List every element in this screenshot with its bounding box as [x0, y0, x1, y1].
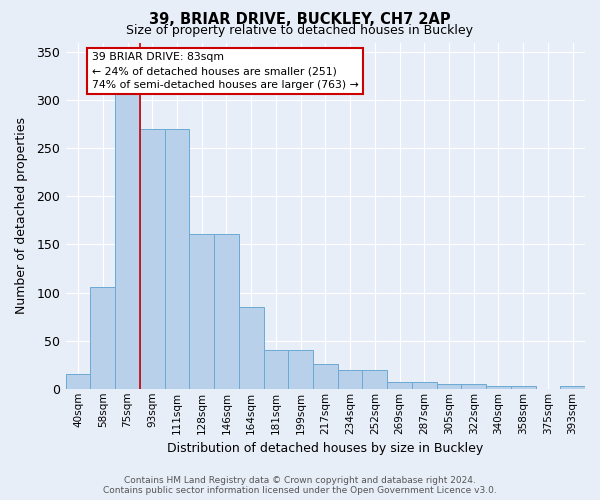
Bar: [560, 386, 585, 389]
Bar: [214, 234, 239, 389]
Bar: [362, 370, 387, 389]
Bar: [288, 350, 313, 389]
Bar: [164, 129, 190, 389]
Bar: [412, 382, 437, 389]
Text: 39 BRIAR DRIVE: 83sqm
← 24% of detached houses are smaller (251)
74% of semi-det: 39 BRIAR DRIVE: 83sqm ← 24% of detached …: [92, 52, 358, 90]
Bar: [313, 364, 338, 389]
Y-axis label: Number of detached properties: Number of detached properties: [15, 117, 28, 314]
Bar: [486, 386, 511, 389]
Bar: [511, 386, 536, 389]
Text: Size of property relative to detached houses in Buckley: Size of property relative to detached ho…: [127, 24, 473, 37]
Bar: [190, 234, 214, 389]
Text: Contains HM Land Registry data © Crown copyright and database right 2024.: Contains HM Land Registry data © Crown c…: [124, 476, 476, 485]
Bar: [115, 72, 140, 389]
X-axis label: Distribution of detached houses by size in Buckley: Distribution of detached houses by size …: [167, 442, 484, 455]
Bar: [263, 350, 288, 389]
Bar: [239, 307, 263, 389]
Bar: [140, 129, 164, 389]
Bar: [91, 287, 115, 389]
Bar: [461, 384, 486, 389]
Bar: [338, 370, 362, 389]
Bar: [387, 382, 412, 389]
Bar: [66, 374, 91, 389]
Bar: [437, 384, 461, 389]
Text: 39, BRIAR DRIVE, BUCKLEY, CH7 2AP: 39, BRIAR DRIVE, BUCKLEY, CH7 2AP: [149, 12, 451, 28]
Text: Contains public sector information licensed under the Open Government Licence v3: Contains public sector information licen…: [103, 486, 497, 495]
